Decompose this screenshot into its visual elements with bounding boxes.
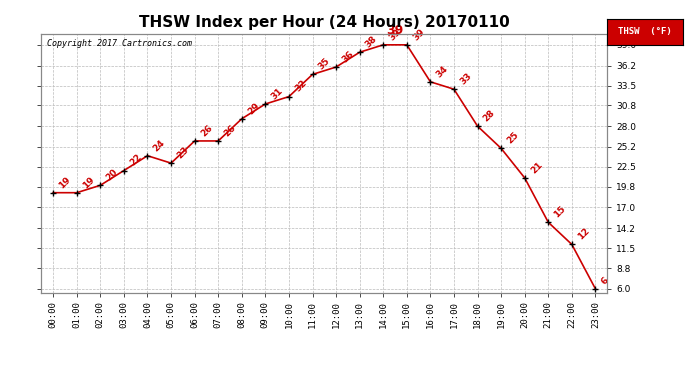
Text: 6: 6 <box>600 275 611 286</box>
Text: 29: 29 <box>246 101 262 116</box>
Text: THSW  (°F): THSW (°F) <box>618 27 672 36</box>
Text: 19: 19 <box>57 175 72 190</box>
Text: 32: 32 <box>293 79 308 94</box>
Text: 39: 39 <box>387 27 403 42</box>
Text: 34: 34 <box>435 64 450 79</box>
Text: 38: 38 <box>364 34 379 50</box>
Text: 15: 15 <box>553 204 568 219</box>
Text: 33: 33 <box>458 71 473 86</box>
Text: 12: 12 <box>576 226 591 242</box>
Text: 35: 35 <box>317 56 332 72</box>
Text: 39: 39 <box>411 27 426 42</box>
Text: THSW Index per Hour (24 Hours) 20170110: THSW Index per Hour (24 Hours) 20170110 <box>139 15 510 30</box>
Text: 28: 28 <box>482 108 497 123</box>
Text: 25: 25 <box>505 130 520 146</box>
Text: 26: 26 <box>199 123 214 138</box>
Text: Copyright 2017 Cartronics.com: Copyright 2017 Cartronics.com <box>47 39 192 48</box>
Text: 39: 39 <box>386 24 403 37</box>
Text: 20: 20 <box>104 167 119 183</box>
Text: 24: 24 <box>152 138 167 153</box>
Text: 23: 23 <box>175 145 190 160</box>
Text: 26: 26 <box>222 123 237 138</box>
Text: 21: 21 <box>529 160 544 175</box>
Text: 22: 22 <box>128 153 144 168</box>
Text: 19: 19 <box>81 175 96 190</box>
Text: 36: 36 <box>340 49 355 64</box>
Text: 31: 31 <box>270 86 285 101</box>
